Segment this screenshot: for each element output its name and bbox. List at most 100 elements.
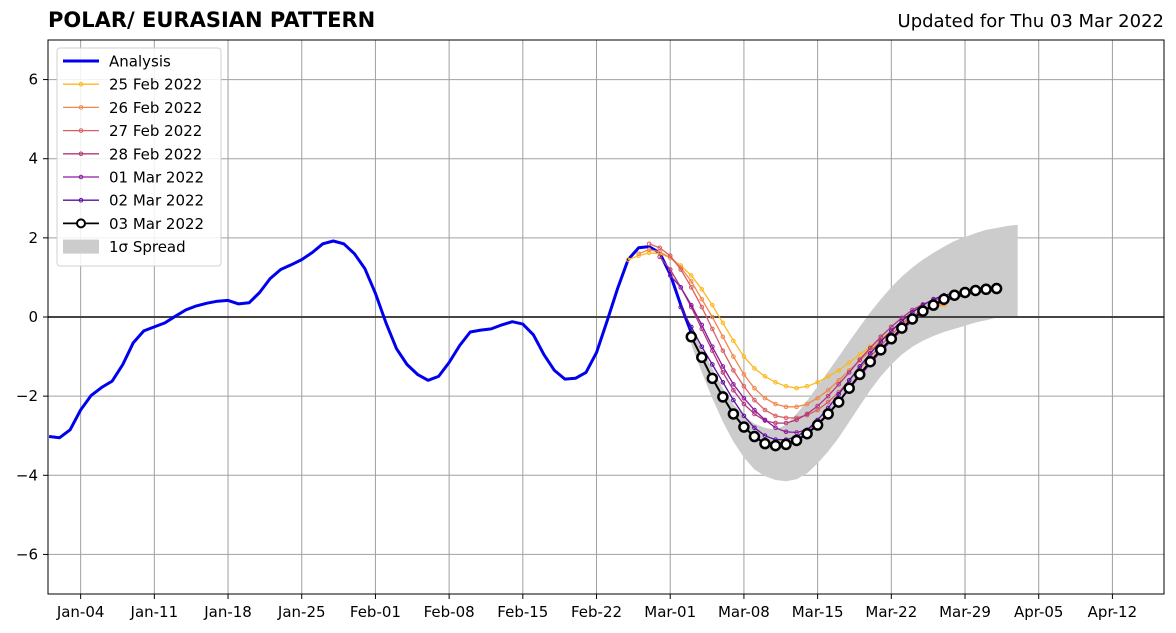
forecast-point [969,284,982,297]
forecast-point [804,401,810,407]
forecast-point [783,420,789,426]
forecast-point [780,438,792,451]
forecast-point [846,370,852,375]
legend-item: 03 Mar 2022 [63,215,204,233]
forecast-point [794,385,799,391]
forecast-point [836,391,841,397]
y-tick-label: 4 [28,150,38,168]
forecast-line [659,256,945,424]
legend-item: 1σ Spread [63,238,186,256]
forecast-point [864,355,877,368]
forecast-point [748,430,761,443]
forecast-point [688,302,694,308]
forecast-series [685,282,1003,452]
legend-item: 02 Mar 2022 [63,192,204,210]
forecast-point [727,408,740,420]
legend-label: 25 Feb 2022 [109,76,202,94]
forecast-point [857,364,863,369]
legend-item: 28 Feb 2022 [63,145,202,163]
legend-label: 02 Mar 2022 [109,192,204,210]
forecast-point [667,273,673,278]
x-tick-label: Feb-08 [424,603,475,621]
forecast-point [773,413,778,419]
forecast-point [731,338,736,344]
forecast-point [752,425,757,431]
forecast-point [731,381,736,387]
forecast-point [794,404,799,410]
x-tick-label: Feb-01 [350,603,401,621]
forecast-point [927,299,940,311]
forecast-point [720,334,726,340]
y-tick-label: 6 [28,71,38,89]
forecast-point [699,322,705,328]
series-lines [48,239,1003,452]
legend-label: Analysis [109,53,171,71]
forecast-point [710,344,715,349]
y-tick-label: −4 [16,466,38,484]
y-tick-label: −2 [16,387,38,405]
forecast-point [804,411,810,417]
legend-item: 27 Feb 2022 [63,122,202,140]
forecast-point [752,397,757,403]
forecast-point [678,267,684,272]
forecast-point [769,439,782,452]
legend-marker [76,218,86,229]
forecast-point [843,382,855,394]
forecast-point [731,387,736,393]
x-tick-label: Mar-15 [792,603,844,621]
forecast-point [688,279,694,284]
forecast-point [710,326,715,332]
legend-label: 01 Mar 2022 [109,169,204,187]
forecast-point [685,331,698,343]
legend-label: 1σ Spread [109,238,186,256]
legend-label: 03 Mar 2022 [109,215,204,233]
forecast-point [706,372,719,385]
forecast-point [720,370,726,375]
forecast-point [832,396,845,408]
legend-spread-swatch [63,239,99,254]
y-tick-label: 0 [28,308,38,326]
spread-area [691,224,1018,482]
forecast-point [773,379,778,385]
x-tick-label: Apr-05 [1014,603,1064,621]
forecast-point [720,348,726,353]
x-tick-label: Jan-11 [130,603,179,621]
forecast-point [741,354,747,359]
forecast-point [636,253,641,258]
forecast-point [657,245,662,251]
forecast-point [825,399,831,405]
x-tick-label: Jan-04 [56,603,105,621]
analysis-line [48,239,693,440]
forecast-point [773,401,778,407]
forecast-point [752,366,757,371]
legend-marker [78,128,84,133]
updated-date-label: Updated for Thu 03 Mar 2022 [897,11,1164,32]
forecast-point [773,420,778,426]
forecast-point [738,421,750,433]
forecast-point [688,273,694,278]
forecast-point [867,351,873,356]
x-axis-ticks: Jan-04 Jan-11 Jan-18 Jan-25 Feb-01 Feb-08 Feb-… [56,594,1137,621]
legend-box [56,47,222,267]
forecast-point [836,381,841,387]
forecast-point [678,304,684,310]
y-tick-label: 2 [28,229,38,247]
forecast-point [857,352,863,357]
forecast-point [710,362,715,367]
forecast-point [815,395,820,401]
forecast-point [752,385,757,391]
legend-marker [78,174,84,180]
y-axis-ticks: 6 4 2 0 −2 −4 −6 [16,71,48,563]
forecast-point [790,434,803,447]
forecast-point [801,427,813,440]
forecast-point [762,374,768,379]
forecast-point [853,368,866,381]
forecast-point [762,417,768,423]
forecast-point [717,391,729,403]
forecast-point [731,354,736,359]
forecast-point [825,387,831,393]
forecast-point [811,419,824,431]
forecast-point [762,407,768,413]
forecast-point [857,357,863,363]
